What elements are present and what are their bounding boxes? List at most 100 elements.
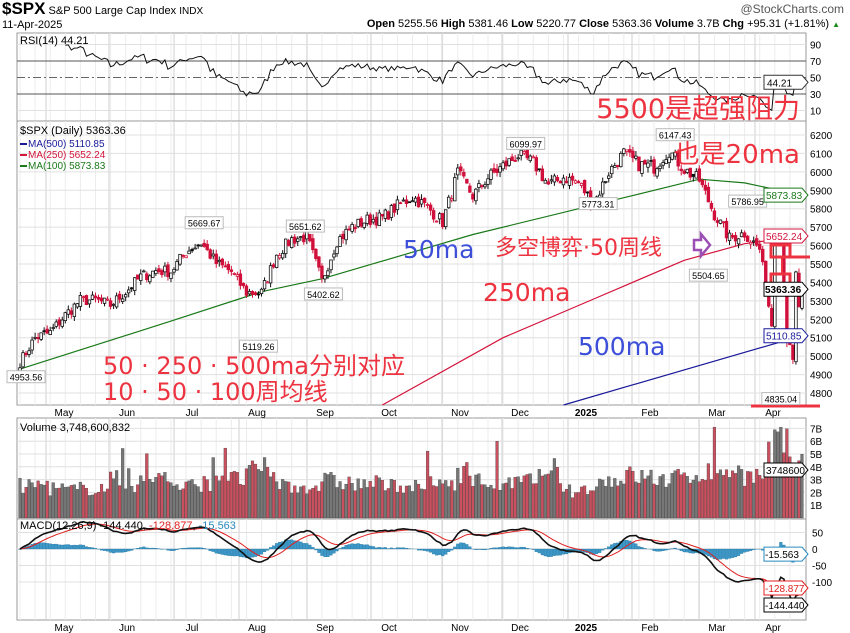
candle-body: [202, 242, 206, 247]
volume-bar: [296, 492, 300, 519]
candle-body: [712, 210, 717, 221]
volume-bar: [432, 485, 436, 519]
candle-body: [274, 254, 279, 268]
macd-histogram-bar: [48, 543, 52, 550]
volume-bar: [272, 472, 276, 519]
volume-bar: [247, 465, 252, 519]
volume-bar: [238, 484, 242, 519]
candle-body: [407, 201, 412, 204]
candle-body: [516, 157, 520, 160]
candle-body: [754, 238, 759, 246]
macd-histogram-bar: [302, 543, 306, 550]
volume-bar: [610, 486, 614, 519]
volume-bar: [438, 479, 442, 519]
volume-bar: [335, 487, 339, 519]
candle-body: [422, 197, 427, 203]
volume-bar: [154, 477, 158, 519]
volume-bar: [477, 473, 481, 519]
macd-legend-value: -144.440: [99, 520, 142, 532]
candle-body: [613, 165, 617, 168]
macd-histogram-bar: [66, 544, 70, 550]
volume-bar: [72, 484, 76, 519]
volume-bar: [413, 479, 418, 519]
volume-bar: [715, 473, 719, 519]
candle-body: [178, 253, 182, 265]
purple-arrow-icon: [692, 230, 712, 260]
candle-body: [253, 292, 258, 296]
volume-bar: [380, 480, 384, 519]
volume-bar: [90, 494, 95, 519]
volume-bar: [534, 483, 538, 519]
volume-bar: [269, 476, 273, 519]
candle-body: [24, 352, 28, 356]
volume-bar: [57, 487, 61, 519]
macd-histogram-bar: [522, 547, 526, 550]
candle-body: [450, 198, 454, 201]
candle-body: [280, 252, 285, 259]
annotation-resistance-1: 5500是超强阻力: [596, 94, 800, 125]
candle-body: [314, 248, 318, 259]
candle-body: [437, 213, 442, 220]
volume-bar: [740, 469, 744, 519]
volume-bar: [163, 472, 167, 519]
price-legend: $SPX (Daily) 5363.36: [20, 125, 126, 137]
x-tick-label: Nov: [451, 623, 469, 633]
volume-bar: [718, 469, 723, 519]
candle-body: [585, 191, 590, 194]
price-label-box: [285, 219, 325, 233]
macd-histogram-bar: [610, 544, 614, 550]
candle-body: [296, 238, 300, 242]
candle-body: [154, 270, 158, 274]
price-tick-label: 5600: [810, 242, 833, 253]
volume-bar: [148, 479, 152, 519]
candle-body: [338, 236, 342, 247]
macd-histogram-bar: [416, 548, 421, 551]
chart-title: $SPX S&P 500 Large Cap Index INDX: [2, 0, 203, 20]
volume-bar: [540, 475, 544, 519]
candle-body: [196, 244, 200, 247]
macd-histogram-bar: [142, 546, 146, 550]
candle-body: [305, 231, 309, 240]
macd-histogram-bar: [383, 547, 387, 550]
macd-histogram-bar: [495, 547, 499, 550]
candle-body: [628, 149, 632, 153]
price-label-box: [6, 370, 46, 384]
volume-bar: [166, 481, 170, 519]
candle-body: [733, 235, 738, 242]
volume-bar: [66, 486, 70, 519]
candle-body: [247, 291, 252, 295]
candle-body: [39, 332, 43, 340]
candle-body: [395, 199, 400, 211]
macd-histogram-bar: [124, 548, 128, 553]
x-tick-label: 2025: [575, 408, 598, 419]
candle-body: [226, 264, 231, 271]
volume-bar: [99, 484, 104, 519]
candle-body: [573, 180, 578, 184]
volume-bar: [444, 480, 448, 519]
macd-histogram-bar: [746, 548, 750, 552]
volume-bar: [51, 482, 55, 519]
macd-histogram-bar: [353, 543, 357, 550]
price-label-box: [578, 197, 618, 211]
candle-body: [791, 344, 795, 360]
candle-body: [250, 291, 255, 295]
price-tick-label: 6100: [810, 149, 833, 160]
volume-bar: [592, 490, 596, 519]
macd-histogram-bar: [637, 546, 641, 550]
volume-bar: [220, 475, 224, 519]
candle-body: [727, 232, 732, 242]
volume-bar: [42, 484, 46, 519]
macd-histogram-bar: [673, 547, 677, 550]
brand-logo[interactable]: @StockCharts.com: [740, 2, 844, 16]
volume-bar: [157, 473, 161, 519]
volume-bar: [109, 471, 113, 519]
volume-bar: [483, 484, 487, 519]
volume-bar: [604, 486, 608, 519]
volume-bar: [326, 474, 330, 519]
volume-bar: [93, 493, 98, 519]
panel-main: [16, 120, 807, 406]
volume-bar: [121, 448, 125, 519]
macd-tick-label: -100: [812, 578, 832, 589]
candle-body: [217, 259, 221, 263]
